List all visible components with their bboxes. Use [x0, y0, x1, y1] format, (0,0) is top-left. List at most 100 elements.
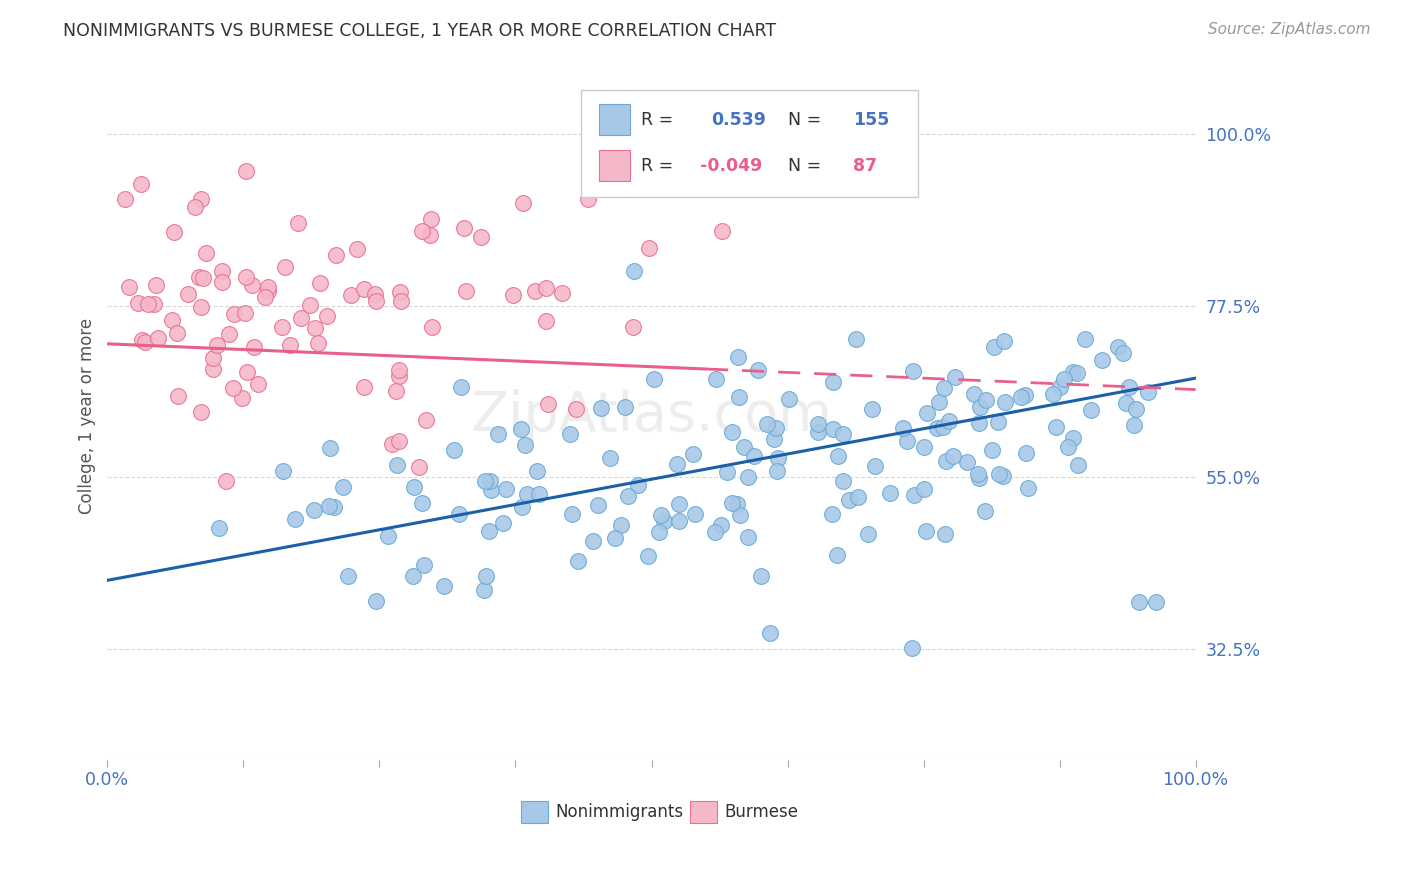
Point [233, 305, 256, 319]
Point [211, 263, 233, 277]
Text: N =: N = [787, 157, 827, 175]
Point [821, 508, 844, 522]
Point [388, 362, 411, 376]
Point [515, 486, 537, 500]
Point [703, 525, 725, 540]
Point [969, 417, 991, 431]
Point [512, 195, 534, 210]
Point [1067, 458, 1090, 473]
Point [931, 419, 953, 434]
Point [208, 521, 231, 535]
Point [720, 496, 742, 510]
Point [928, 394, 950, 409]
Point [1062, 431, 1084, 445]
Point [1049, 380, 1071, 394]
Point [211, 276, 233, 290]
Point [943, 369, 966, 384]
Point [127, 296, 149, 310]
Point [536, 314, 558, 328]
Point [284, 511, 307, 525]
Point [759, 626, 782, 640]
Point [443, 443, 465, 458]
Point [827, 449, 849, 463]
Point [846, 491, 869, 505]
Point [318, 499, 340, 513]
Point [716, 465, 738, 479]
Point [1115, 396, 1137, 410]
Point [588, 498, 610, 512]
Point [638, 241, 661, 255]
Point [832, 426, 855, 441]
Point [838, 493, 860, 508]
Point [993, 334, 1015, 348]
Point [526, 464, 548, 478]
Point [166, 326, 188, 340]
Point [246, 376, 269, 391]
Point [190, 404, 212, 418]
Point [983, 341, 1005, 355]
Point [652, 514, 675, 528]
Point [863, 458, 886, 473]
Y-axis label: College, 1 year or more: College, 1 year or more [79, 318, 96, 515]
Point [742, 449, 765, 463]
Point [727, 351, 749, 365]
Point [235, 164, 257, 178]
Point [564, 402, 586, 417]
Point [912, 440, 935, 454]
Point [420, 212, 443, 227]
Point [129, 177, 152, 191]
Text: 155: 155 [853, 111, 889, 128]
Point [495, 482, 517, 496]
Text: NONIMMIGRANTS VS BURMESE COLLEGE, 1 YEAR OR MORE CORRELATION CHART: NONIMMIGRANTS VS BURMESE COLLEGE, 1 YEAR… [63, 22, 776, 40]
Point [589, 401, 612, 416]
Point [935, 454, 957, 468]
Point [388, 368, 411, 383]
Point [766, 451, 789, 466]
Point [190, 300, 212, 314]
Point [956, 455, 979, 469]
Point [364, 286, 387, 301]
Point [408, 460, 430, 475]
Point [253, 290, 276, 304]
Point [891, 420, 914, 434]
Point [710, 518, 733, 533]
Point [222, 381, 245, 395]
Point [938, 414, 960, 428]
Point [821, 422, 844, 436]
Point [765, 463, 787, 477]
Point [567, 554, 589, 568]
Point [419, 227, 441, 242]
Point [973, 504, 995, 518]
Point [145, 277, 167, 292]
Point [474, 582, 496, 597]
Point [1144, 595, 1167, 609]
Point [381, 436, 404, 450]
Text: -0.049: -0.049 [700, 157, 762, 175]
Point [666, 457, 689, 471]
Point [290, 311, 312, 326]
Text: N =: N = [787, 111, 827, 128]
Point [1042, 387, 1064, 401]
Point [470, 229, 492, 244]
Point [222, 307, 245, 321]
Point [901, 364, 924, 378]
Point [117, 280, 139, 294]
Point [278, 338, 301, 352]
Point [605, 531, 627, 545]
Point [287, 216, 309, 230]
Point [316, 309, 339, 323]
Point [733, 440, 755, 454]
Point [1107, 340, 1129, 354]
Point [188, 270, 211, 285]
Point [146, 331, 169, 345]
Point [513, 437, 536, 451]
Point [901, 641, 924, 656]
Point [527, 486, 550, 500]
Point [205, 338, 228, 352]
Point [912, 482, 935, 496]
Point [650, 508, 672, 522]
Point [302, 503, 325, 517]
Point [1057, 441, 1080, 455]
Point [340, 288, 363, 302]
Point [623, 264, 645, 278]
